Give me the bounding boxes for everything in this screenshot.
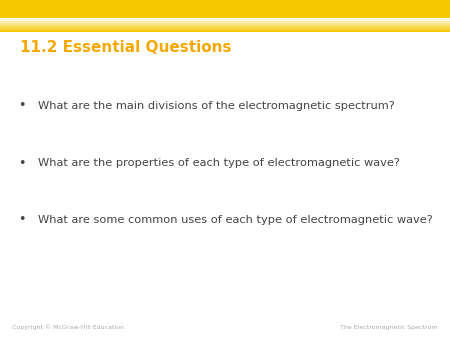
Bar bbox=[0, 25, 450, 26]
Bar bbox=[0, 29, 450, 31]
Text: Copyright © McGraw-Hill Education: Copyright © McGraw-Hill Education bbox=[12, 324, 124, 330]
Text: What are the main divisions of the electromagnetic spectrum?: What are the main divisions of the elect… bbox=[38, 101, 395, 111]
Text: •: • bbox=[18, 156, 26, 169]
Bar bbox=[0, 24, 450, 26]
Text: •: • bbox=[18, 99, 26, 113]
Bar bbox=[0, 23, 450, 24]
Bar bbox=[0, 22, 450, 24]
Text: What are some common uses of each type of electromagnetic wave?: What are some common uses of each type o… bbox=[38, 215, 433, 225]
Text: What are the properties of each type of electromagnetic wave?: What are the properties of each type of … bbox=[38, 158, 400, 168]
Bar bbox=[0, 20, 450, 22]
Bar bbox=[0, 22, 450, 23]
Bar bbox=[0, 29, 450, 30]
Bar bbox=[0, 26, 450, 27]
Bar bbox=[0, 21, 450, 22]
Bar bbox=[0, 31, 450, 32]
Bar bbox=[0, 18, 450, 19]
Bar bbox=[0, 18, 450, 19]
Text: 11.2 Essential Questions: 11.2 Essential Questions bbox=[20, 40, 231, 55]
Bar bbox=[0, 27, 450, 28]
Text: The Electromagnetic Spectrum: The Electromagnetic Spectrum bbox=[340, 325, 438, 330]
Bar bbox=[0, 19, 450, 20]
Bar bbox=[0, 27, 450, 28]
Bar bbox=[0, 0, 450, 18]
Bar bbox=[0, 20, 450, 21]
Bar bbox=[0, 28, 450, 29]
Text: •: • bbox=[18, 214, 26, 226]
Bar bbox=[0, 24, 450, 25]
Bar bbox=[0, 30, 450, 31]
